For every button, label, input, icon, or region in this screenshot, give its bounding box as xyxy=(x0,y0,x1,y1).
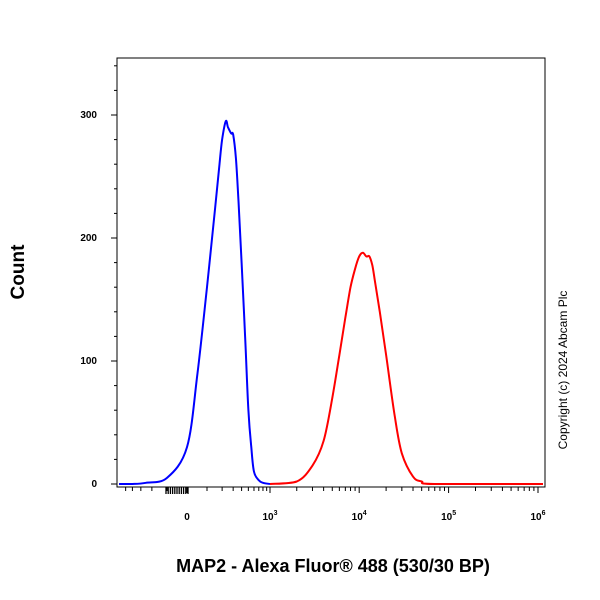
x-tick-label: 106 xyxy=(530,510,545,523)
y-axis-title: Count xyxy=(8,244,29,300)
y-tick-label: 0 xyxy=(91,479,97,490)
copyright-annotation: Copyright (c) 2024 Abcam Plc xyxy=(556,291,570,450)
x-axis: 0 103 104 105 106 xyxy=(125,487,546,523)
y-tick-label: 300 xyxy=(80,110,97,121)
x-tick-label: 104 xyxy=(352,510,367,523)
y-tick-label: 100 xyxy=(80,356,97,367)
y-tick-label: 200 xyxy=(80,233,97,244)
x-tick-label: 103 xyxy=(262,510,277,523)
y-axis: 0 100 200 300 xyxy=(80,65,117,490)
series-layer xyxy=(118,119,543,485)
histogram-series-2 xyxy=(269,251,543,485)
x-tick-label: 0 xyxy=(184,512,190,523)
x-tick-label: 105 xyxy=(441,510,456,523)
plot-frame xyxy=(116,57,546,488)
x-axis-title: MAP2 - Alexa Fluor® 488 (530/30 BP) xyxy=(176,556,490,576)
histogram-series-1 xyxy=(118,119,271,485)
